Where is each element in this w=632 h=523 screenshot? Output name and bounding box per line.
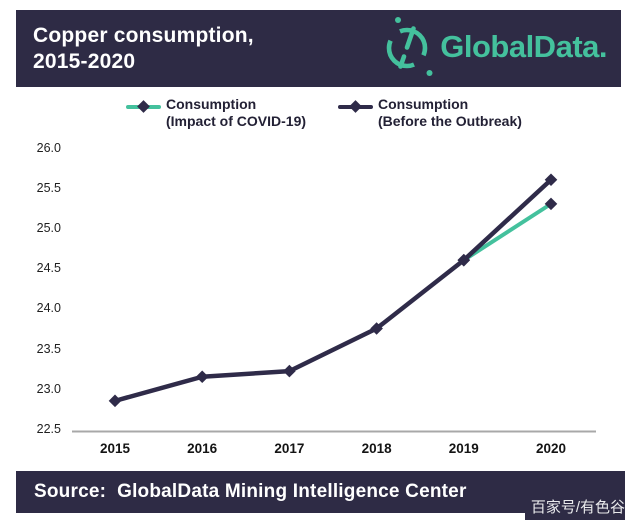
- legend-label-before: Consumption (Before the Outbreak): [378, 96, 522, 130]
- y-tick-label: 25.5: [36, 180, 61, 195]
- y-tick-label: 25.0: [36, 221, 61, 235]
- x-tick-label: 2016: [187, 441, 218, 456]
- legend-label-covid-line1: Consumption: [166, 96, 257, 112]
- source-text: Source: GlobalData Mining Intelligence C…: [34, 481, 467, 502]
- y-tick-label: 23.0: [36, 381, 61, 396]
- legend-label-before-line1: Consumption: [378, 96, 469, 112]
- legend-label-covid-line2: (Impact of COVID-19): [166, 113, 307, 129]
- globaldata-logo-icon: [382, 14, 434, 83]
- footer-bar: Source: GlobalData Mining Intelligence C…: [16, 471, 625, 513]
- chart-title: Copper consumption, 2015-2020: [33, 23, 254, 75]
- chart-title-line2: 2015-2020: [33, 49, 136, 73]
- y-tick-label: 26.0: [36, 140, 61, 155]
- legend-label-covid: Consumption (Impact of COVID-19): [166, 96, 306, 130]
- legend-marker-before-line: [338, 100, 373, 113]
- header-bar: Copper consumption, 2015-2020 GlobalData…: [16, 10, 621, 87]
- x-tick-label: 2020: [535, 441, 567, 456]
- legend-entry-before-outbreak: Consumption (Before the Outbreak): [338, 96, 522, 130]
- x-tick-label: 2018: [361, 441, 392, 456]
- legend-entry-covid: Consumption (Impact of COVID-19): [126, 96, 306, 130]
- watermark-text: 百家号/有色谷: [524, 497, 625, 520]
- x-tick-label: 2019: [448, 441, 479, 456]
- globaldata-logo-text: GlobalData.: [440, 29, 607, 64]
- y-tick-label: 24.0: [36, 301, 61, 316]
- legend-label-before-line2: (Before the Outbreak): [378, 113, 522, 129]
- chart-title-line1: Copper consumption,: [33, 23, 254, 47]
- legend-marker-covid-line: [126, 100, 161, 113]
- x-tick-label: 2015: [99, 441, 131, 456]
- y-tick-label: 22.5: [36, 422, 61, 436]
- x-tick-label: 2017: [274, 441, 305, 456]
- globaldata-logo: GlobalData.: [382, 14, 607, 83]
- y-tick-label: 24.5: [36, 261, 61, 276]
- y-tick-label: 23.5: [36, 341, 61, 356]
